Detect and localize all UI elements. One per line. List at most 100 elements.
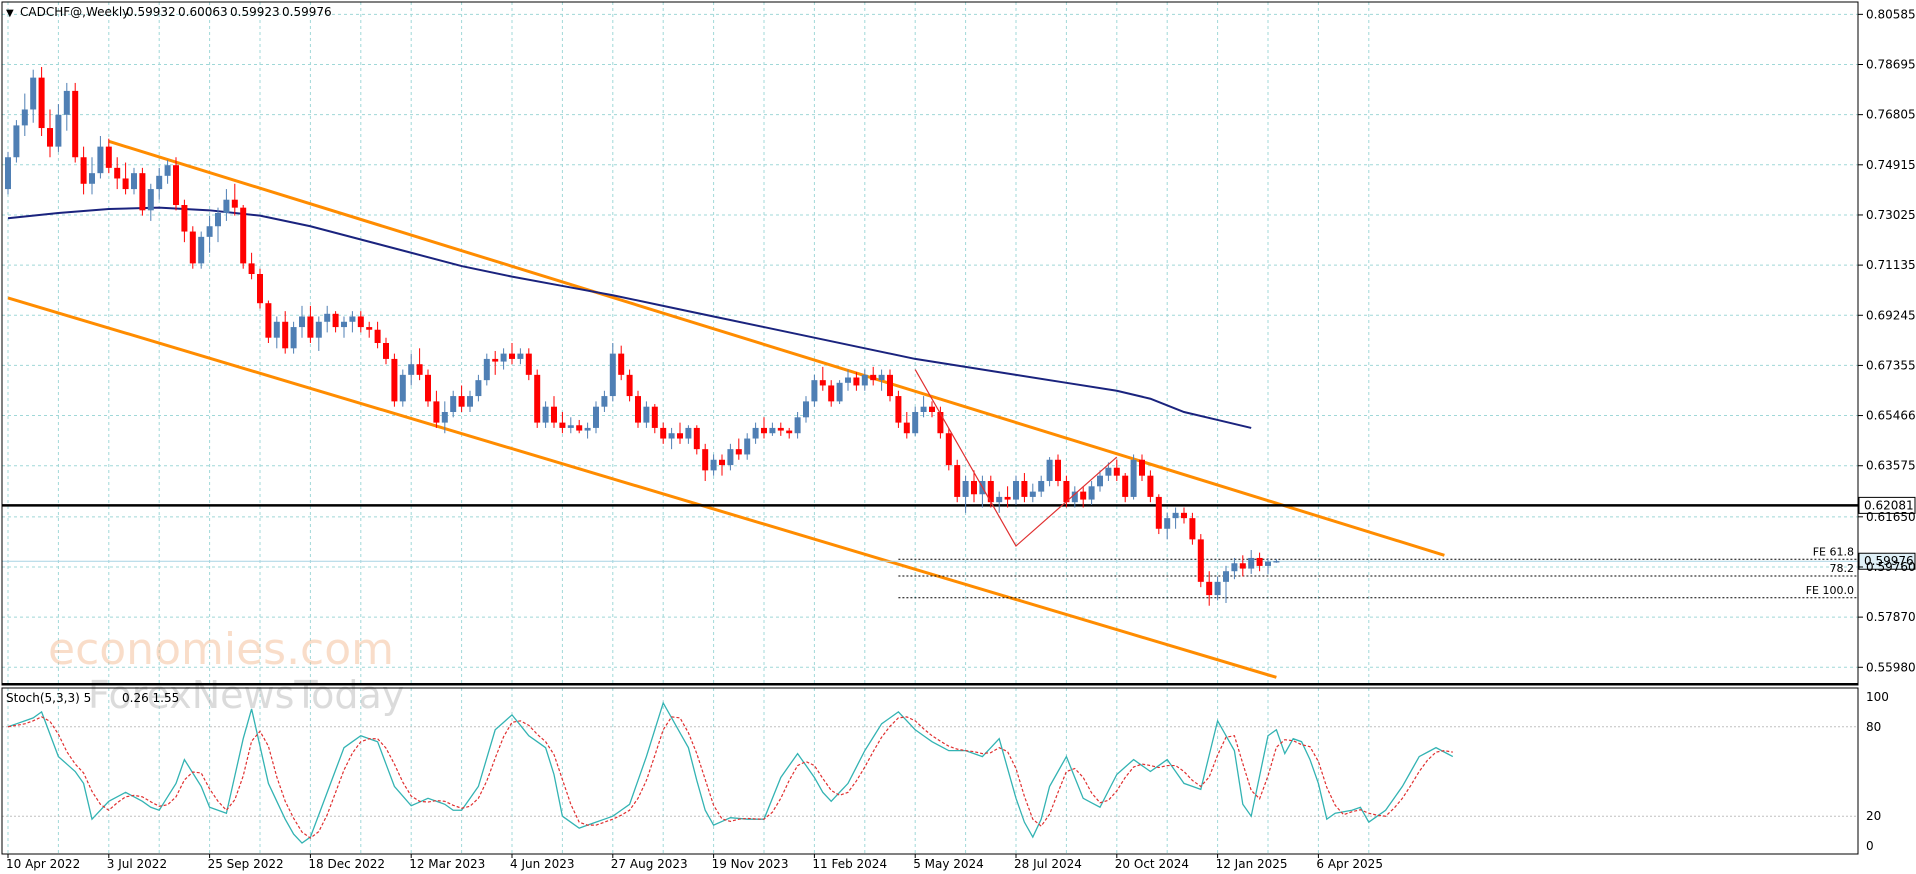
candle-body (1223, 571, 1229, 582)
candle-body (425, 374, 431, 402)
time-tick-label: 28 Jul 2024 (1014, 857, 1082, 871)
candle-body (870, 374, 877, 381)
stoch-tick-label: 20 (1866, 809, 1881, 823)
candle-body (206, 226, 213, 237)
axes: 0.80585 0.78695 0.76805 0.74915 0.73025 0.711… (6, 7, 1916, 871)
candle-body (366, 327, 373, 330)
candle-body (929, 406, 935, 412)
header-arrow: ▼ (6, 8, 14, 19)
candle-body (1256, 557, 1263, 566)
candle-body (878, 374, 885, 381)
candle-body (895, 396, 902, 423)
price-tick-label: 0.61650 (1866, 510, 1916, 524)
time-tick-label: 3 Jul 2022 (107, 857, 167, 871)
candle-body (567, 425, 574, 428)
candle-body (593, 406, 599, 428)
anchor-lines (914, 369, 1118, 547)
candle-body (819, 380, 826, 386)
candle-body (1155, 496, 1162, 529)
grid (2, 2, 1858, 854)
candle-body (198, 236, 205, 264)
candle-body (761, 427, 767, 434)
candle-body (1265, 561, 1271, 566)
candle-body (97, 146, 104, 174)
candle-body (72, 90, 79, 158)
candle-body (626, 374, 633, 397)
stoch-values: 0.26 1.55 (122, 691, 179, 705)
candle-body (105, 146, 112, 168)
candle-body (710, 459, 717, 471)
candle-body (534, 374, 541, 423)
candle-body (374, 329, 381, 343)
price-tick-label: 0.80585 (1866, 7, 1916, 21)
candle-body (1055, 459, 1061, 481)
candle-body (920, 406, 927, 412)
candle-body (1239, 563, 1246, 569)
time-tick-label: 20 Oct 2024 (1115, 857, 1189, 871)
header-open: 0.59932 (126, 5, 176, 19)
candle-body (80, 157, 87, 184)
candle-body (601, 396, 608, 407)
time-tick-label: 12 Jan 2025 (1216, 857, 1288, 871)
candle-body (164, 165, 171, 176)
main-panel-border (1, 1, 1859, 686)
candle-body (1139, 459, 1145, 476)
channel-lines (7, 139, 1445, 679)
candle-body (1080, 491, 1087, 500)
candle-body (55, 114, 62, 147)
candle-body (861, 374, 868, 386)
price-tick-label: 0.71135 (1866, 258, 1916, 272)
price-tick-label: 0.78695 (1866, 57, 1916, 71)
candle-body (1071, 491, 1078, 503)
candle-body (903, 422, 910, 434)
candle-body (786, 430, 793, 434)
candle-body (47, 128, 53, 147)
time-tick-label: 19 Nov 2023 (712, 857, 789, 871)
candle-body (735, 449, 742, 455)
candle-body (290, 327, 297, 349)
candle-body (811, 380, 818, 402)
candle-body (282, 321, 289, 349)
candle-body (1130, 459, 1137, 497)
candle-body (240, 207, 247, 264)
candle-body (1189, 518, 1196, 540)
candle-body (357, 316, 364, 328)
candle-body (324, 313, 331, 322)
candle-body (391, 358, 398, 402)
candle-body (1004, 496, 1011, 500)
candle-body (30, 77, 37, 110)
header-high: 0.60063 (178, 5, 228, 19)
channel-upper-line (108, 139, 1445, 557)
candle-body (1088, 486, 1095, 500)
stoch-k-line (7, 701, 1454, 844)
price-tick-label: 0.55980 (1866, 660, 1916, 674)
time-tick-label: 6 Apr 2025 (1316, 857, 1383, 871)
candle-body (677, 433, 683, 439)
candle-body (803, 401, 809, 418)
candle-body (5, 157, 11, 190)
candle-body (1063, 480, 1070, 503)
header-symbol: CADCHF@,Weekly (20, 5, 129, 19)
candle-body (307, 316, 314, 338)
candle-body (433, 401, 440, 423)
candle-body (702, 449, 709, 471)
candle-body (181, 205, 188, 232)
candle-body (643, 406, 650, 423)
candle-body (500, 353, 507, 362)
price-tick-label: 0.63575 (1866, 459, 1916, 473)
candle-body (1231, 563, 1238, 572)
candle-body (853, 377, 860, 386)
time-tick-label: 10 Apr 2022 (6, 857, 80, 871)
stoch-tick-label: 0 (1866, 839, 1874, 853)
candle-body (685, 427, 692, 439)
candle-body (752, 427, 759, 439)
candle-body (156, 175, 163, 190)
candle-body (693, 427, 700, 450)
candle-body (769, 427, 776, 434)
candle-body (727, 449, 734, 466)
time-tick-label: 11 Feb 2024 (812, 857, 887, 871)
candle-body (794, 417, 801, 434)
candle-body (231, 199, 238, 208)
candle-body (777, 427, 784, 431)
candle-body (1097, 475, 1103, 487)
